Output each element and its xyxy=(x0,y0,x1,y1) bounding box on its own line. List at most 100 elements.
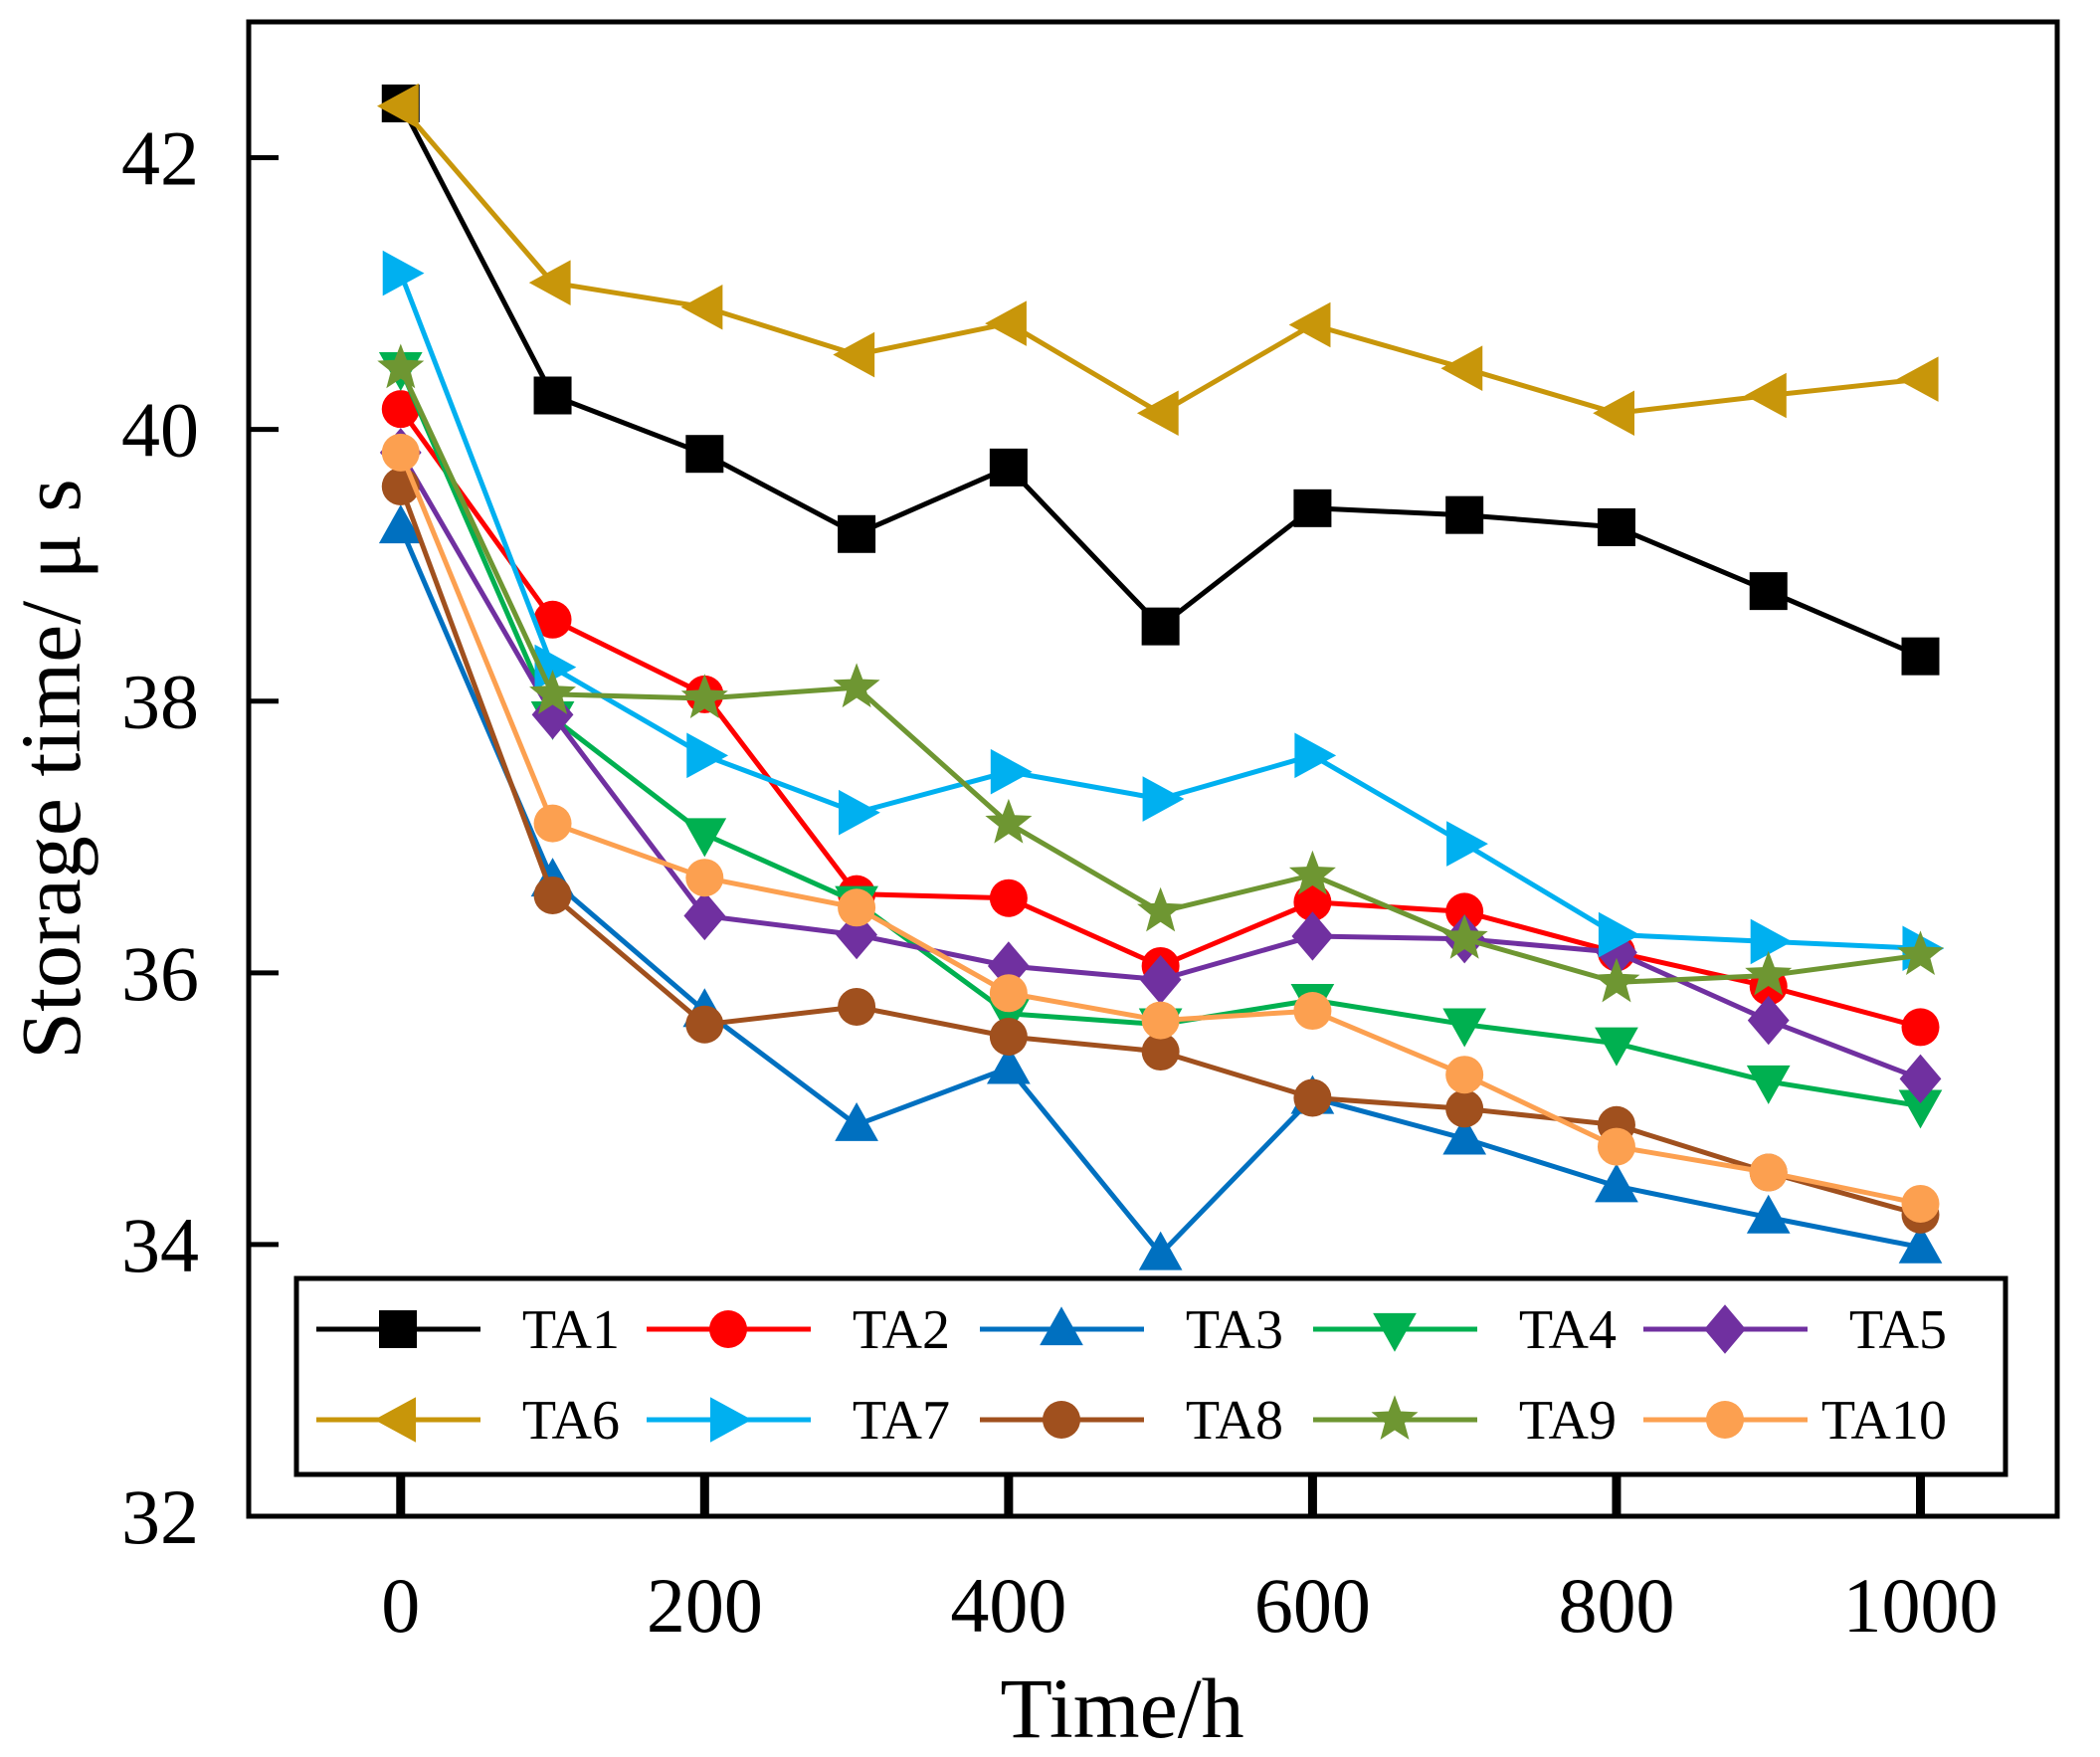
legend-swatch-marker xyxy=(1040,1306,1083,1346)
data-point-ta2-0 xyxy=(381,390,420,429)
series-ta6 xyxy=(377,83,1939,437)
data-point-ta7-900 xyxy=(1750,918,1793,965)
data-point-ta8-700 xyxy=(1445,1089,1484,1128)
data-point-ta6-0 xyxy=(377,83,419,129)
legend-swatch-marker xyxy=(374,1397,417,1443)
y-tick-label-38: 38 xyxy=(121,659,199,745)
series-ta7 xyxy=(382,250,1945,972)
data-point-ta6-400 xyxy=(985,300,1027,346)
data-point-ta9-800 xyxy=(1593,957,1640,1003)
data-point-ta7-700 xyxy=(1446,821,1488,867)
data-point-ta5-200 xyxy=(683,890,726,941)
data-point-ta8-600 xyxy=(1293,1078,1332,1117)
data-point-ta9-400 xyxy=(985,798,1033,844)
data-point-ta7-300 xyxy=(839,789,880,836)
data-point-ta6-600 xyxy=(1288,301,1331,348)
y-tick-label-34: 34 xyxy=(121,1202,199,1288)
data-point-ta10-400 xyxy=(989,974,1028,1013)
data-point-ta4-800 xyxy=(1595,1027,1638,1067)
data-point-ta6-200 xyxy=(680,284,723,330)
legend-swatch-marker xyxy=(1371,1395,1419,1440)
legend-item-ta4: TA4 xyxy=(1313,1299,1617,1361)
legend-item-ta3: TA3 xyxy=(980,1299,1283,1361)
data-point-ta7-600 xyxy=(1294,732,1337,779)
y-axis-title: Storage time/ μ s xyxy=(3,479,98,1060)
legend-label-ta7: TA7 xyxy=(853,1390,950,1452)
legend-label-ta2: TA2 xyxy=(853,1299,950,1361)
plot-frame xyxy=(246,19,2060,1519)
data-point-ta9-300 xyxy=(833,663,880,708)
data-point-ta6-700 xyxy=(1440,345,1483,391)
series-ta10 xyxy=(381,433,1940,1223)
data-point-ta1-400 xyxy=(989,448,1028,487)
data-point-ta7-0 xyxy=(382,250,425,296)
series-layer xyxy=(377,83,1945,1270)
legend-label-ta3: TA3 xyxy=(1186,1299,1283,1361)
legend-label-ta1: TA1 xyxy=(522,1299,620,1361)
data-point-ta10-1000 xyxy=(1901,1184,1940,1223)
data-point-ta7-400 xyxy=(990,748,1033,795)
data-point-ta9-200 xyxy=(680,674,728,718)
data-point-ta5-600 xyxy=(1291,911,1334,961)
data-point-ta3-1000 xyxy=(1898,1224,1943,1264)
legend-swatch-marker xyxy=(709,1397,752,1443)
data-point-ta5-500 xyxy=(1139,954,1182,1005)
data-point-ta6-100 xyxy=(528,260,571,305)
data-point-ta9-500 xyxy=(1137,886,1185,932)
x-tick-label-0: 0 xyxy=(381,1562,420,1649)
data-point-ta10-600 xyxy=(1293,992,1332,1031)
legend-swatch-marker xyxy=(1373,1312,1417,1352)
data-point-ta6-500 xyxy=(1136,390,1179,437)
x-axis-ticks xyxy=(396,1474,1926,1516)
data-point-ta1-900 xyxy=(1749,572,1788,611)
legend-item-ta7: TA7 xyxy=(647,1390,950,1452)
data-point-ta10-800 xyxy=(1597,1127,1635,1166)
data-point-ta6-900 xyxy=(1744,372,1787,419)
legend-swatch-marker xyxy=(709,1310,747,1348)
legend-swatch-marker xyxy=(1704,1304,1746,1354)
legend-swatch-marker xyxy=(1043,1401,1080,1439)
data-point-ta4-200 xyxy=(682,818,727,858)
legend-items: TA1 TA2 TA3 TA4 TA5 TA6 TA7 TA8 TA9 TA10 xyxy=(316,1299,1947,1452)
data-point-ta10-300 xyxy=(838,888,876,927)
data-point-ta5-1000 xyxy=(1899,1054,1942,1104)
legend-item-ta5: TA5 xyxy=(1643,1299,1947,1361)
data-point-ta7-200 xyxy=(686,732,729,779)
data-point-ta10-500 xyxy=(1141,1001,1180,1040)
data-point-ta9-900 xyxy=(1745,950,1793,996)
x-tick-label-1000: 1000 xyxy=(1843,1562,1999,1649)
data-point-ta1-1000 xyxy=(1901,637,1940,676)
data-point-ta4-700 xyxy=(1442,1008,1487,1048)
data-point-ta1-700 xyxy=(1445,495,1484,534)
data-point-ta4-1000 xyxy=(1898,1089,1943,1129)
data-point-ta1-200 xyxy=(685,435,724,474)
data-point-ta3-800 xyxy=(1595,1163,1638,1203)
data-point-ta8-500 xyxy=(1141,1033,1180,1072)
data-point-ta3-500 xyxy=(1138,1231,1183,1270)
data-point-ta9-100 xyxy=(529,670,576,714)
legend-item-ta9: TA9 xyxy=(1313,1390,1617,1452)
y-tick-label-42: 42 xyxy=(121,115,199,202)
x-tick-label-800: 800 xyxy=(1558,1562,1674,1649)
data-point-ta8-100 xyxy=(533,876,572,914)
data-point-ta1-600 xyxy=(1293,488,1332,527)
data-point-ta6-1000 xyxy=(1896,356,1939,402)
data-point-ta5-400 xyxy=(987,941,1030,991)
data-point-ta3-0 xyxy=(378,504,423,544)
data-point-ta2-600 xyxy=(1293,882,1332,921)
legend-label-ta8: TA8 xyxy=(1186,1390,1283,1452)
legend-swatch-marker xyxy=(379,1310,417,1348)
y-axis-tick-labels: 32 34 36 38 40 42 xyxy=(121,115,199,1560)
x-axis-tick-labels: 0 200 400 600 800 1000 xyxy=(381,1562,1998,1649)
data-point-ta1-800 xyxy=(1597,507,1635,546)
legend: TA1 TA2 TA3 TA4 TA5 TA6 TA7 TA8 TA9 TA10 xyxy=(293,1275,2008,1477)
data-point-ta3-400 xyxy=(987,1045,1031,1084)
legend-label-ta9: TA9 xyxy=(1519,1390,1617,1452)
legend-item-ta8: TA8 xyxy=(980,1390,1283,1452)
data-point-ta3-300 xyxy=(835,1101,878,1141)
data-point-ta9-0 xyxy=(377,343,425,389)
data-point-ta9-700 xyxy=(1440,914,1488,959)
legend-item-ta10: TA10 xyxy=(1643,1390,1947,1452)
legend-item-ta6: TA6 xyxy=(316,1390,620,1452)
